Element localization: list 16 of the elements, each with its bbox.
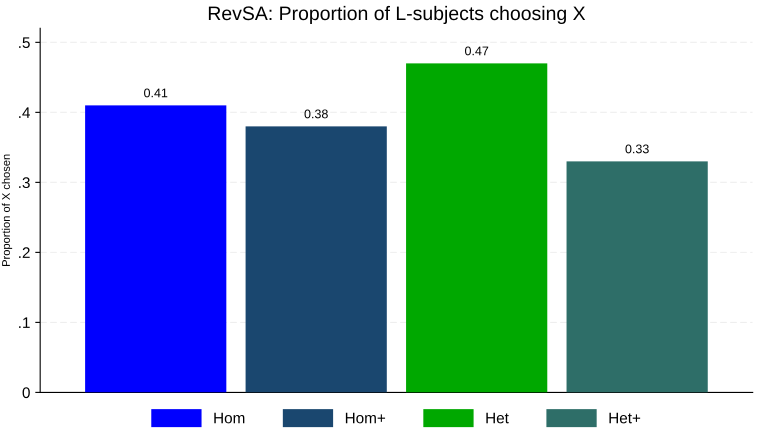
- data-label: 0.47: [465, 46, 488, 56]
- y-tick-label: .4: [19, 107, 30, 118]
- data-label: 0.41: [144, 88, 168, 98]
- data-label: 0.33: [625, 144, 649, 154]
- legend-label: Het: [486, 412, 509, 424]
- y-tick-label: .3: [19, 177, 30, 188]
- y-tick-label: 0: [22, 387, 30, 398]
- y-tick-label: .2: [19, 247, 30, 258]
- chart-title: RevSA: Proportion of L-subjects choosing X: [208, 6, 586, 24]
- y-axis-title: Proportion of X chosen: [2, 154, 12, 266]
- data-label: 0.38: [304, 109, 328, 118]
- legend-label: Het+: [609, 412, 640, 424]
- y-tick-label: .1: [19, 317, 30, 328]
- legend-label: Hom+: [346, 412, 386, 424]
- y-tick-label: .5: [19, 37, 30, 48]
- legend-label: Hom: [214, 412, 244, 424]
